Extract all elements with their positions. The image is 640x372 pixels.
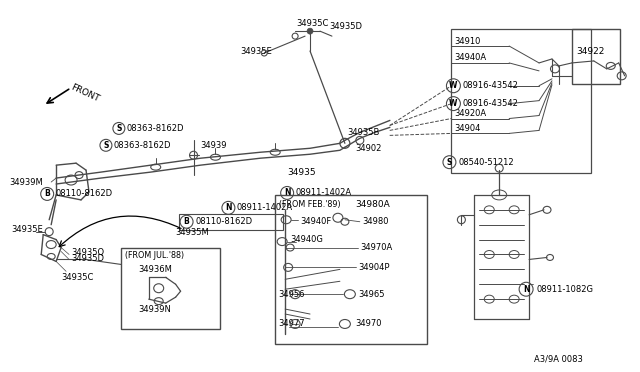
Text: 34902: 34902 (355, 144, 381, 153)
Text: 08911-1402A: 08911-1402A (295, 189, 351, 198)
Text: 08911-1082G: 08911-1082G (536, 285, 593, 294)
Text: N: N (523, 285, 529, 294)
Text: 34935C: 34935C (296, 19, 328, 28)
Text: 34940A: 34940A (454, 54, 486, 62)
Text: 34939: 34939 (200, 141, 227, 150)
Text: 34904P: 34904P (358, 263, 389, 272)
Text: 08916-43542: 08916-43542 (462, 99, 518, 108)
Text: 34980A: 34980A (355, 201, 390, 209)
Text: S: S (447, 158, 452, 167)
Text: B: B (44, 189, 50, 198)
Text: 34922: 34922 (576, 46, 604, 55)
Text: (FROM JUL.'88): (FROM JUL.'88) (125, 251, 184, 260)
Text: 34935: 34935 (287, 168, 316, 177)
Text: 34970A: 34970A (360, 243, 392, 252)
Text: 34956: 34956 (278, 290, 305, 299)
Text: 34939M: 34939M (10, 177, 43, 186)
Text: 08110-8162D: 08110-8162D (196, 217, 253, 226)
Text: S: S (116, 124, 122, 133)
Text: 34939N: 34939N (139, 305, 172, 314)
Bar (121, 247, 220, 329)
Text: 08540-51212: 08540-51212 (458, 158, 514, 167)
Bar (275, 195, 426, 344)
Bar (451, 29, 591, 173)
Text: 34920A: 34920A (454, 109, 486, 118)
Text: 08110-8162D: 08110-8162D (55, 189, 112, 198)
Text: 34940F: 34940F (300, 217, 332, 226)
Text: 34935C: 34935C (61, 273, 93, 282)
Text: B: B (184, 217, 189, 226)
Text: N: N (284, 189, 291, 198)
Text: 08911-1402A: 08911-1402A (236, 203, 292, 212)
Text: 34935E: 34935E (12, 225, 43, 234)
Text: 34940G: 34940G (290, 235, 323, 244)
Text: 34936M: 34936M (139, 265, 173, 274)
Text: 34935M: 34935M (175, 228, 209, 237)
Text: 34935D: 34935D (329, 22, 362, 31)
Text: 34980: 34980 (362, 217, 388, 226)
Text: 34977: 34977 (278, 320, 305, 328)
Text: 08363-8162D: 08363-8162D (114, 141, 172, 150)
Text: 08363-8162D: 08363-8162D (127, 124, 184, 133)
Text: 34935E: 34935E (241, 46, 272, 55)
Text: A3/9A 0083: A3/9A 0083 (534, 354, 583, 363)
Circle shape (307, 28, 313, 34)
Text: (FROM FEB.'89): (FROM FEB.'89) (279, 201, 341, 209)
Text: W: W (449, 81, 458, 90)
Text: 34935B: 34935B (347, 128, 380, 137)
Bar (179, 214, 283, 230)
Text: 34970: 34970 (355, 320, 381, 328)
Text: N: N (225, 203, 232, 212)
Bar (572, 29, 620, 84)
Text: 08916-43542: 08916-43542 (462, 81, 518, 90)
Text: 34935D: 34935D (71, 254, 104, 263)
Text: W: W (449, 99, 458, 108)
Text: 34910: 34910 (454, 36, 481, 46)
Text: 34935Q: 34935Q (71, 248, 104, 257)
Text: 34965: 34965 (358, 290, 385, 299)
Text: S: S (103, 141, 109, 150)
Text: 34904: 34904 (454, 124, 481, 133)
Text: FRONT: FRONT (69, 82, 100, 103)
